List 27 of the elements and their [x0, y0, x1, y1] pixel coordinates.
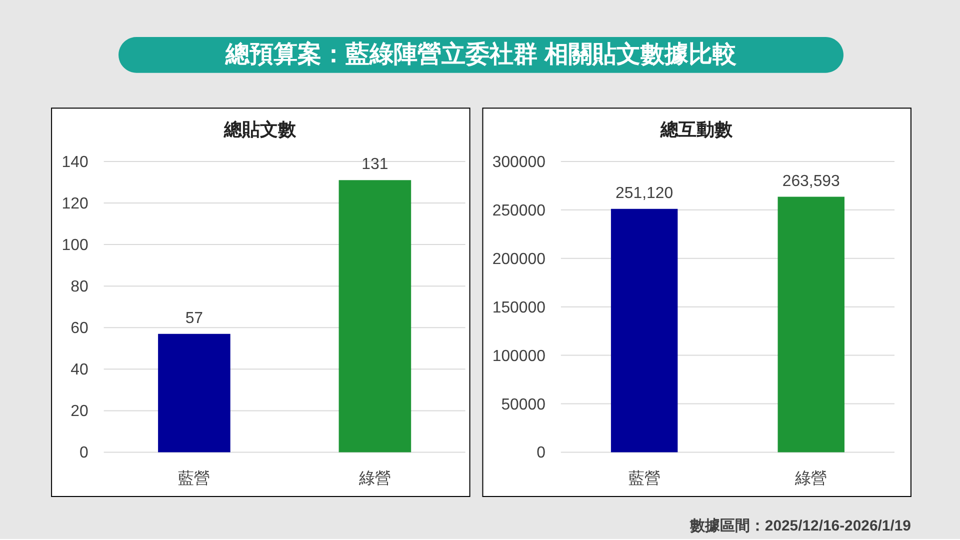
y-tick-label: 150000 — [492, 299, 546, 316]
y-tick-label: 200000 — [492, 250, 546, 268]
y-tick-label: 120 — [62, 195, 89, 212]
x-tick-label: 綠營 — [794, 470, 828, 488]
chart-title: 總貼文數 — [223, 120, 298, 140]
y-tick-label: 20 — [70, 403, 89, 420]
y-tick-label: 50000 — [501, 396, 546, 414]
y-tick-label: 100 — [62, 237, 89, 254]
data-label: 263,593 — [782, 172, 840, 190]
chart-title: 總互動數 — [659, 120, 734, 140]
data-label: 251,120 — [616, 184, 674, 202]
y-tick-label: 300000 — [492, 154, 546, 171]
text: 數據區間：2025/12/16-2026/1/19 — [688, 517, 911, 534]
y-tick-label: 250000 — [492, 202, 546, 220]
y-tick-label: 100000 — [492, 348, 546, 365]
data-label: 57 — [185, 310, 204, 327]
text: 總預算案：藍綠陣營立委社群 相關貼文數據比較 — [224, 40, 738, 68]
y-tick-label: 40 — [70, 362, 89, 379]
y-tick-label: 80 — [70, 278, 89, 296]
x-tick-label: 綠營 — [358, 470, 391, 488]
y-tick-label: 0 — [536, 444, 546, 462]
y-tick-label: 0 — [80, 444, 89, 462]
x-tick-label: 藍營 — [178, 470, 210, 488]
y-tick-label: 60 — [70, 320, 89, 338]
x-tick-label: 藍營 — [628, 470, 660, 488]
y-tick-label: 140 — [62, 154, 89, 171]
data-label: 131 — [362, 156, 388, 174]
